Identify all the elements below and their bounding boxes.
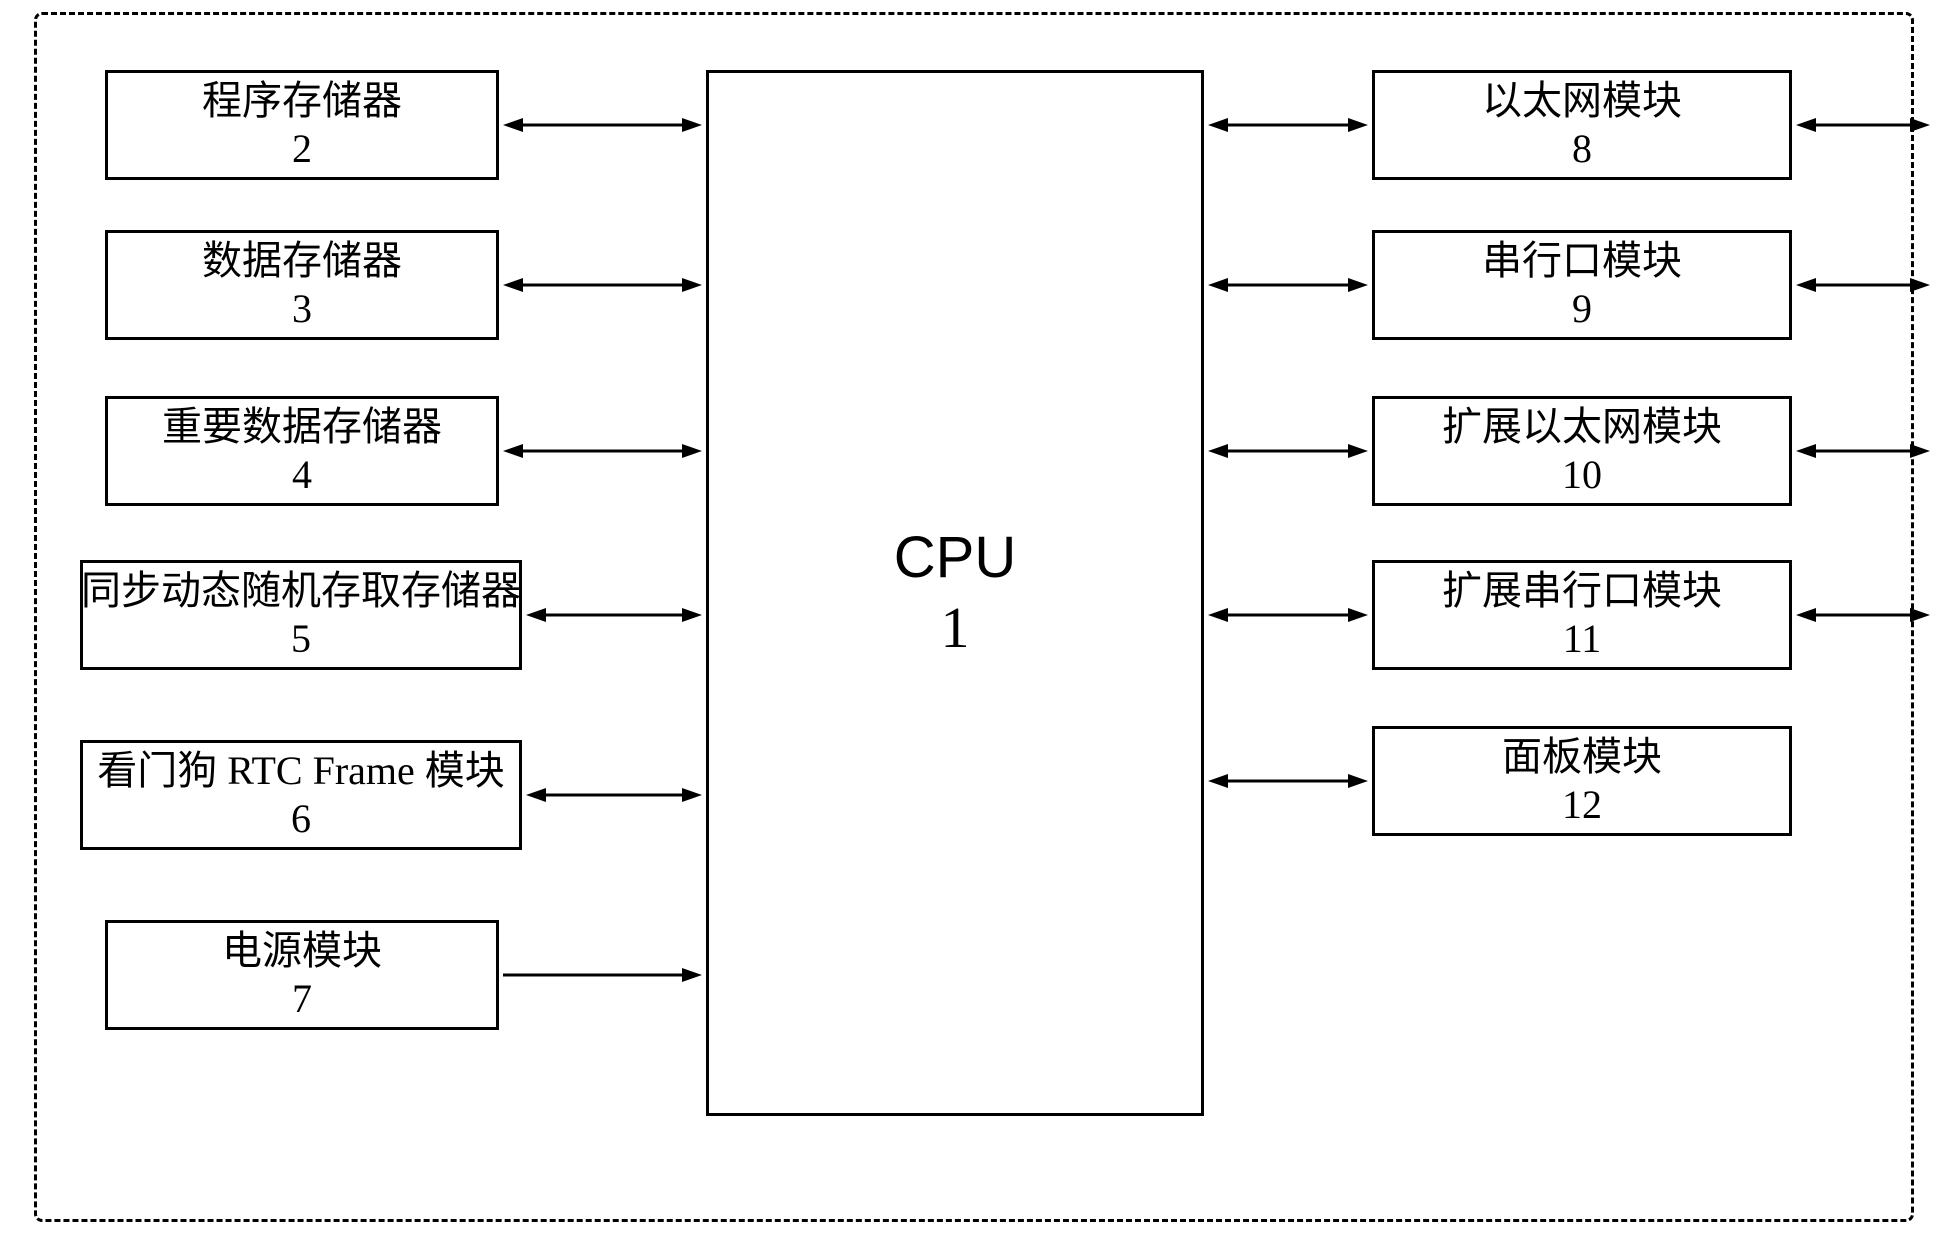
block-number: 12 xyxy=(1562,781,1602,829)
block-label: 扩展串行口模块 xyxy=(1442,567,1722,615)
left-block-imp: 重要数据存储器4 xyxy=(105,396,499,506)
left-block-data: 数据存储器3 xyxy=(105,230,499,340)
cpu-label: CPU xyxy=(894,523,1016,593)
block-number: 2 xyxy=(292,125,312,173)
right-block-eth: 以太网模块8 xyxy=(1372,70,1792,180)
right-block-exeth: 扩展以太网模块10 xyxy=(1372,396,1792,506)
left-block-wd: 看门狗 RTC Frame 模块6 xyxy=(80,740,522,850)
block-label: 串行口模块 xyxy=(1482,237,1682,285)
left-block-pwr: 电源模块7 xyxy=(105,920,499,1030)
right-block-serial: 串行口模块9 xyxy=(1372,230,1792,340)
block-number: 9 xyxy=(1572,285,1592,333)
right-block-exser: 扩展串行口模块11 xyxy=(1372,560,1792,670)
block-label: 以太网模块 xyxy=(1482,77,1682,125)
block-label: 程序存储器 xyxy=(202,77,402,125)
block-label: 看门狗 RTC Frame 模块 xyxy=(97,747,505,795)
block-number: 6 xyxy=(291,795,311,843)
block-number: 5 xyxy=(291,615,311,663)
cpu-number: 1 xyxy=(941,593,970,663)
block-label: 电源模块 xyxy=(222,927,382,975)
block-label: 扩展以太网模块 xyxy=(1442,403,1722,451)
block-label: 面板模块 xyxy=(1502,733,1662,781)
block-number: 11 xyxy=(1563,615,1602,663)
block-number: 3 xyxy=(292,285,312,333)
right-block-panel: 面板模块12 xyxy=(1372,726,1792,836)
left-block-prog: 程序存储器2 xyxy=(105,70,499,180)
block-number: 7 xyxy=(292,975,312,1023)
block-label: 数据存储器 xyxy=(202,237,402,285)
block-label: 同步动态随机存取存储器 xyxy=(81,567,521,615)
block-number: 4 xyxy=(292,451,312,499)
block-number: 10 xyxy=(1562,451,1602,499)
block-label: 重要数据存储器 xyxy=(162,403,442,451)
cpu-block: CPU 1 xyxy=(706,70,1204,1116)
block-number: 8 xyxy=(1572,125,1592,173)
left-block-sdram: 同步动态随机存取存储器5 xyxy=(80,560,522,670)
